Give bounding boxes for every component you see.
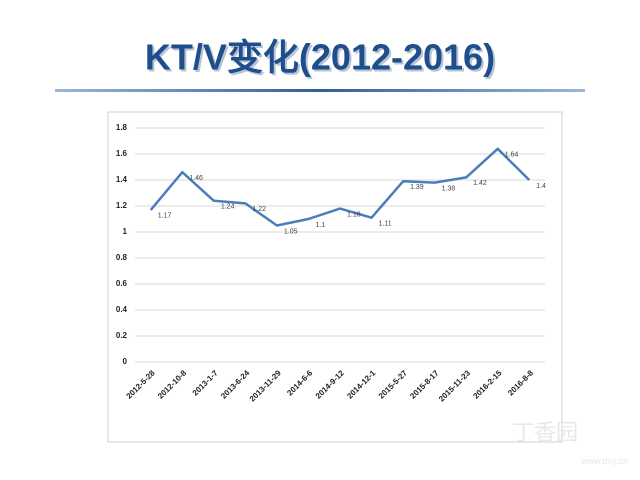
data-line: [149, 147, 531, 227]
value-label: 1.05: [284, 228, 298, 235]
y-tick-label: 0.6: [116, 279, 128, 288]
value-label: 1.22: [252, 206, 266, 213]
y-tick-label: 1.2: [116, 201, 128, 210]
value-label: 1.4: [536, 183, 546, 190]
value-label: 1.42: [473, 180, 487, 187]
y-tick-label: 0: [123, 357, 128, 366]
slide-title: KT/V变化(2012-2016): [145, 37, 495, 78]
watermark-url: www.dxy.cn: [580, 456, 628, 466]
y-tick-label: 1.8: [116, 123, 128, 132]
y-tick-label: 0.4: [116, 305, 128, 314]
title-shadow: KT/V变化(2012-2016): [147, 39, 497, 80]
value-label: 1.46: [189, 175, 203, 182]
value-label: 1.18: [347, 211, 361, 218]
y-tick-label: 1.6: [116, 149, 128, 158]
y-tick-label: 0.2: [116, 331, 128, 340]
value-label: 1.24: [221, 204, 235, 211]
value-label: 1.38: [442, 185, 456, 192]
value-label: 1.11: [379, 221, 392, 228]
y-tick-label: 1.4: [116, 175, 128, 184]
y-tick-label: 0.8: [116, 253, 128, 262]
value-label: 1.39: [410, 184, 424, 191]
y-tick-label: 1: [123, 227, 128, 236]
watermark-brand: 丁香园: [512, 420, 578, 445]
chart-frame: [107, 111, 563, 443]
value-label: 1.17: [158, 213, 172, 220]
value-label: 1.64: [505, 152, 519, 159]
value-label: 1.1: [315, 222, 325, 229]
title-rule: [55, 89, 585, 92]
